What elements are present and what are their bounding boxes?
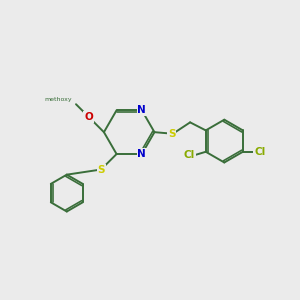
Text: S: S bbox=[168, 129, 176, 139]
Text: methoxy: methoxy bbox=[45, 97, 72, 102]
Text: N: N bbox=[137, 149, 146, 159]
Text: S: S bbox=[98, 164, 105, 175]
Text: O: O bbox=[84, 112, 93, 122]
Text: Cl: Cl bbox=[254, 147, 266, 157]
Text: N: N bbox=[137, 105, 146, 115]
Text: Cl: Cl bbox=[184, 150, 195, 161]
